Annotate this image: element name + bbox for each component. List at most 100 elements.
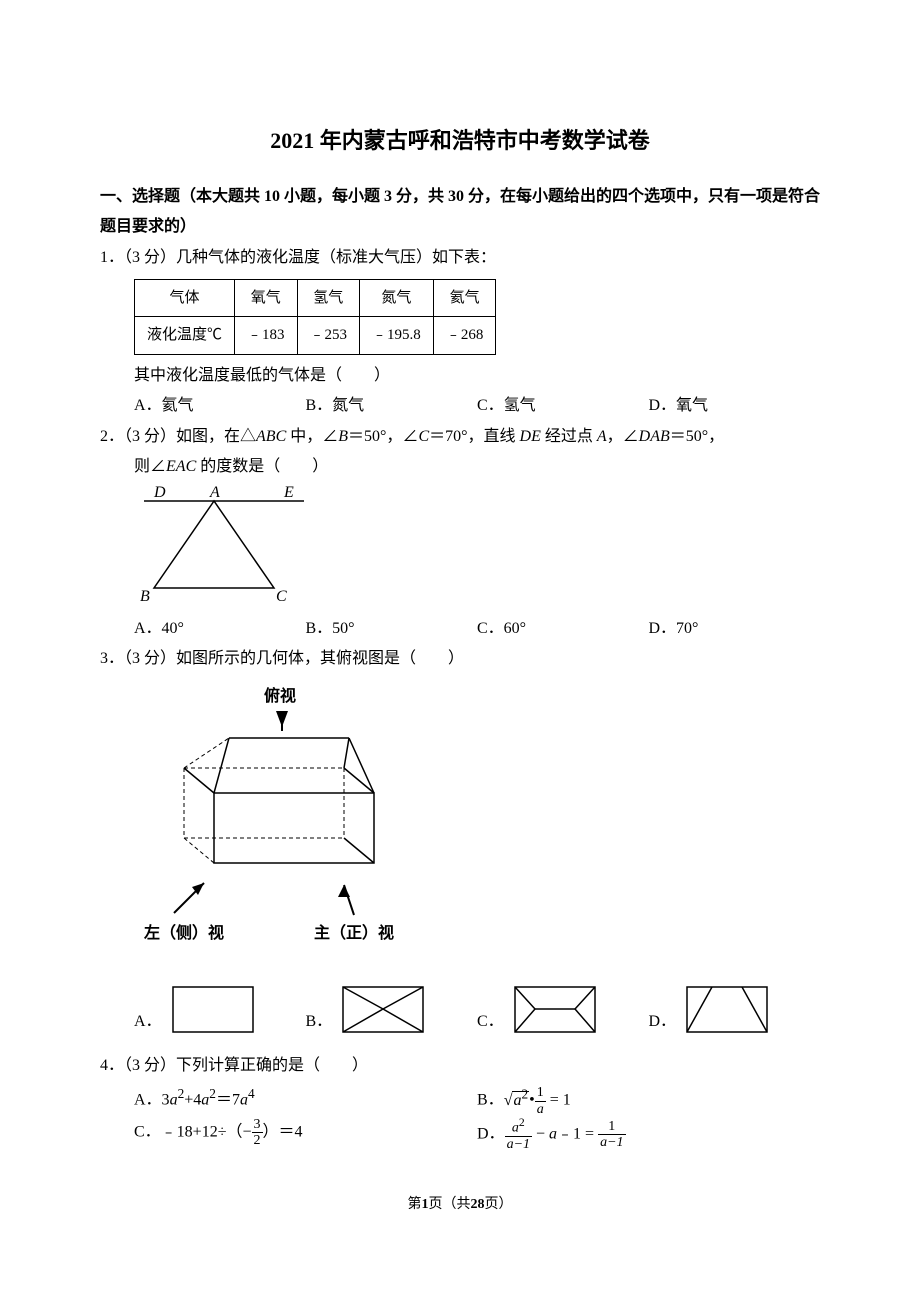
label-a: A [209,484,220,501]
td-val: ﹣183 [235,317,298,355]
option-d: D．70° [649,614,821,644]
q2-a: A [597,428,607,445]
q2-abc: ABC [256,428,286,445]
option-b: B．氮气 [306,391,478,421]
q2-options: A．40° B．50° C．60° D．70° [100,614,820,644]
fraction: a2a−1 [505,1117,532,1152]
question-2: 2．（3 分）如图，在△ABC 中，∠B＝50°，∠C＝70°，直线 DE 经过… [100,422,820,645]
frac-den: 2 [252,1133,263,1148]
q4a-text: A．3 [134,1092,170,1109]
td-val: ﹣195.8 [360,317,434,355]
footer-cur: 1 [422,1197,429,1212]
q2-eac: EAC [166,458,196,475]
top-view-b-icon [338,982,428,1037]
opt-b-label: B． [306,1007,333,1037]
label-top: 俯视 [264,686,296,705]
label-c: C [276,588,287,603]
frac-den: a−1 [598,1135,625,1150]
q3-diagram: 俯视 [100,683,820,974]
q2-text: 经过点 [541,428,597,445]
q4-stem: 4．（3 分）下列计算正确的是（ ） [100,1051,820,1081]
q2-text: 中，∠ [286,428,338,445]
q2-text: 2．（3 分）如图，在△ [100,428,256,445]
option-a: A．氦气 [134,391,306,421]
q4a-a3: a [240,1092,248,1109]
opt-a-label: A． [134,1007,162,1037]
question-3: 3．（3 分）如图所示的几何体，其俯视图是（ ） 俯视 [100,644,820,1037]
frac-num: 3 [252,1117,263,1133]
fraction: 32 [252,1117,263,1149]
footer-post: 页） [485,1197,513,1212]
q2-dab: DAB [639,428,670,445]
opt-c-label: C． [477,1007,504,1037]
option-d: D． [649,982,821,1037]
option-d: D．氧气 [649,391,821,421]
top-view-a-icon [168,982,258,1037]
footer-mid: 页（共 [429,1197,471,1212]
label-left: 左（侧）视 [143,923,224,942]
option-c: C． [477,982,649,1037]
q2-text: ＝50°， [670,428,724,445]
th-he: 氦气 [433,279,496,317]
q1-stem: 1．（3 分）几种气体的液化温度（标准大气压）如下表： [100,243,820,273]
section-header-1: 一、选择题（本大题共 10 小题，每小题 3 分，共 30 分，在每小题给出的四… [100,182,820,243]
q2-c: C [418,428,429,445]
label-b: B [140,588,150,603]
th-gas: 气体 [135,279,235,317]
frac-den: a [535,1102,546,1117]
fraction: 1a [535,1085,546,1117]
q4c-text: C．﹣18+12÷（− [134,1124,252,1141]
top-view-c-icon [510,982,600,1037]
q3-stem: 3．（3 分）如图所示的几何体，其俯视图是（ ） [100,644,820,674]
page-footer: 第1页（共28页） [100,1192,820,1219]
option-b: B．50° [306,614,478,644]
label-e: E [283,484,294,501]
option-a: A．3a2+4a2＝7a4 [134,1081,477,1117]
option-c: C．60° [477,614,649,644]
sqrt-icon: a2 [504,1081,529,1116]
q4a-text: +4 [184,1092,201,1109]
top-view-d-icon [682,982,772,1037]
q3-options: A． B． C． [100,982,820,1037]
q4d-text: D． [477,1125,505,1142]
th-h2: 氢气 [297,279,360,317]
q2-text: 则∠ [134,458,166,475]
opt-d-label: D． [649,1007,677,1037]
table-row: 气体 氧气 氢气 氮气 氦气 [135,279,496,317]
q1-options: A．氦气 B．氮气 C．氢气 D．氧气 [100,391,820,421]
q4d-a: a [549,1125,557,1142]
triangle-diagram-icon: D A E B C [134,483,314,603]
question-1: 1．（3 分）几种气体的液化温度（标准大气压）如下表： 气体 氧气 氢气 氮气 … [100,243,820,422]
q1-table: 气体 氧气 氢气 氮气 氦气 液化温度℃ ﹣183 ﹣253 ﹣195.8 ﹣2… [134,279,496,355]
q2-text: ＝70°，直线 [429,428,519,445]
label-d: D [153,484,166,501]
th-o2: 氧气 [235,279,298,317]
q2-b: B [338,428,348,445]
label-front: 主（正）视 [314,923,394,942]
page: 2021 年内蒙古呼和浩特市中考数学试卷 一、选择题（本大题共 10 小题，每小… [0,0,920,1259]
frac-num: a [512,1121,519,1136]
q2-text: ，∠ [607,428,639,445]
option-c: C．﹣18+12÷（−32）＝4 [134,1117,477,1152]
solid-diagram-icon: 俯视 [134,683,454,963]
q4d-text: − [532,1125,549,1142]
q4b-text: B． [477,1092,504,1109]
fraction: 1a−1 [598,1119,625,1151]
q2-text: ＝50°，∠ [348,428,418,445]
option-a: A．40° [134,614,306,644]
q2-line2: 则∠EAC 的度数是（ ） [100,452,820,482]
frac-den: a−1 [505,1137,532,1152]
q2-diagram: D A E B C [100,483,820,614]
option-b: B．a2•1a = 1 [477,1081,820,1117]
td-val: ﹣253 [297,317,360,355]
q4d-text: ﹣1 = [557,1125,598,1142]
q1-after-table: 其中液化温度最低的气体是（ ） [100,361,820,391]
q4a-a: a [170,1092,178,1109]
q4a-text: ＝7 [216,1092,240,1109]
q4-options: A．3a2+4a2＝7a4 B．a2•1a = 1 C．﹣18+12÷（−32）… [100,1081,820,1152]
q2-text: 的度数是（ ） [196,458,328,475]
q2-stem: 2．（3 分）如图，在△ABC 中，∠B＝50°，∠C＝70°，直线 DE 经过… [100,422,820,452]
table-row: 液化温度℃ ﹣183 ﹣253 ﹣195.8 ﹣268 [135,317,496,355]
footer-pre: 第 [408,1197,422,1212]
td-val: ﹣268 [433,317,496,355]
